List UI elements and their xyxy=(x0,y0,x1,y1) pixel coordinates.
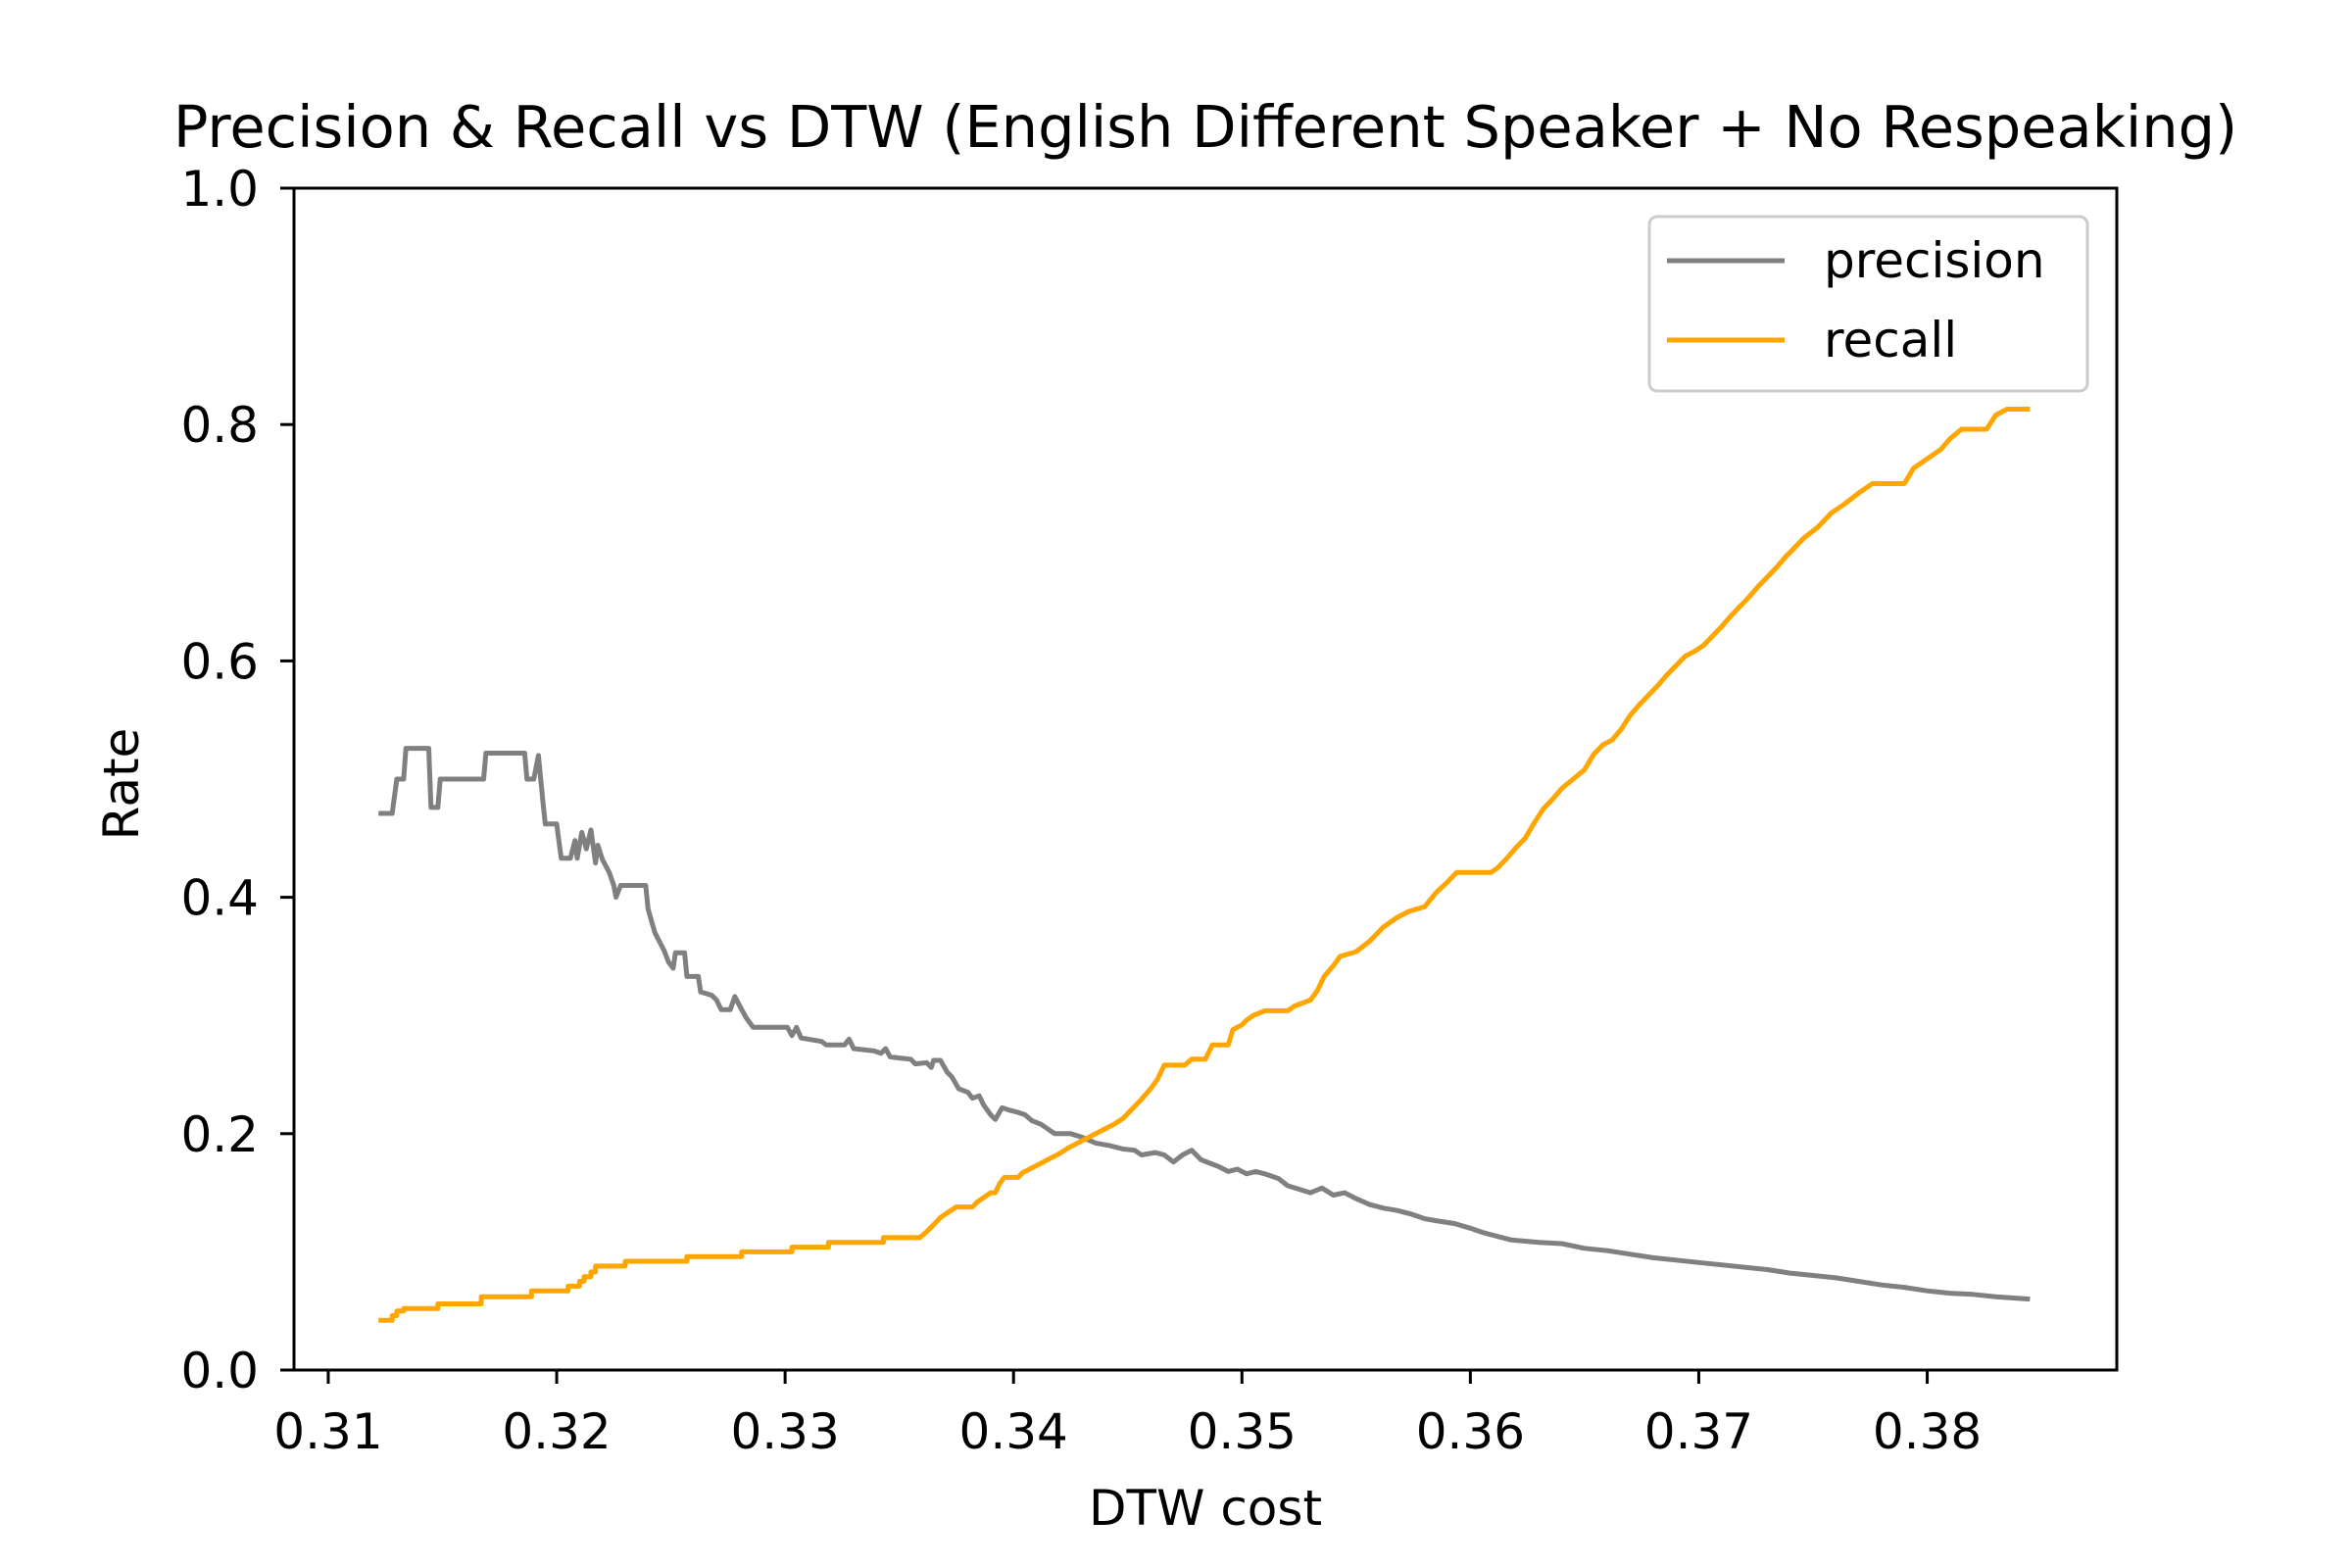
y-axis-label: Rate xyxy=(93,728,150,841)
plot-frame xyxy=(292,186,2119,1372)
y-axis: 0.0 0.2 0.4 0.6 0.8 1.0 xyxy=(180,161,294,1399)
x-axis: 0.31 0.32 0.33 0.34 0.35 0.36 0.37 0.38 xyxy=(273,1370,1982,1460)
x-tick-label: 0.32 xyxy=(502,1403,611,1460)
legend-label-precision: precision xyxy=(1824,232,2045,289)
x-tick-label: 0.35 xyxy=(1188,1403,1297,1460)
x-tick-label: 0.31 xyxy=(273,1403,382,1460)
y-tick-label: 1.0 xyxy=(180,161,259,218)
y-tick-label: 0.0 xyxy=(180,1343,259,1399)
y-tick-label: 0.8 xyxy=(180,397,259,454)
x-tick-label: 0.37 xyxy=(1644,1403,1753,1460)
x-tick-label: 0.36 xyxy=(1416,1403,1525,1460)
y-tick-label: 0.2 xyxy=(180,1106,259,1163)
series-line-recall xyxy=(378,407,2031,1323)
legend: precision recall xyxy=(1647,215,2089,393)
x-tick-label: 0.34 xyxy=(959,1403,1068,1460)
series-line-precision xyxy=(378,746,2031,1302)
plot-series xyxy=(378,407,2031,1323)
x-tick-label: 0.33 xyxy=(730,1403,839,1460)
legend-label-recall: recall xyxy=(1824,312,1957,368)
x-axis-label: DTW cost xyxy=(1089,1480,1322,1537)
x-tick-label: 0.38 xyxy=(1873,1403,1982,1460)
y-tick-label: 0.6 xyxy=(180,633,259,690)
chart-title: Precision & Recall vs DTW (English Diffe… xyxy=(173,93,2237,161)
y-tick-label: 0.4 xyxy=(180,870,259,927)
